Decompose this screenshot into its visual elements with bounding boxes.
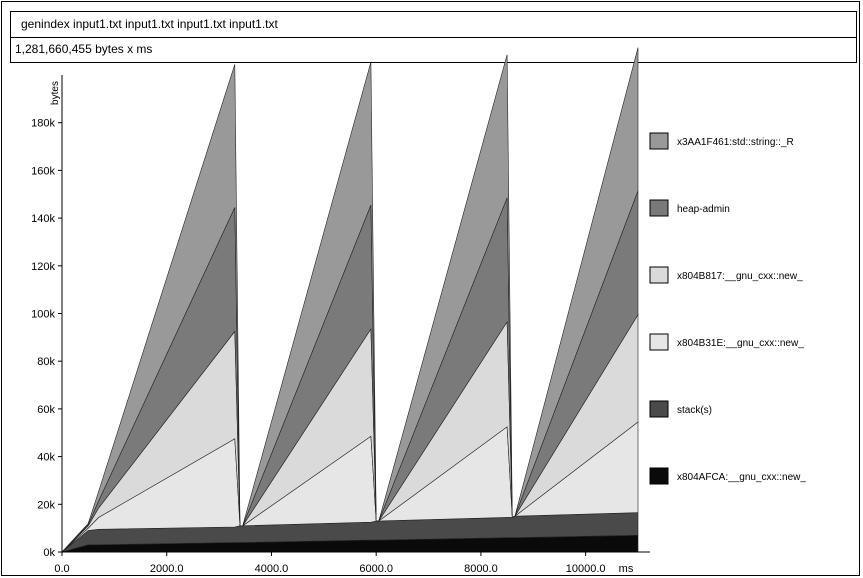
axes: 0k 20k 40k 60k 80k 100k 120k 140k 160k 180k 0.0 200… [31, 75, 650, 575]
legend-swatch [649, 199, 669, 217]
legend-label: x3AA1F461:std::string::_R [677, 137, 794, 148]
x-tick-label: 10000.0 [566, 563, 606, 575]
legend-label: x804B31E:__gnu_cxx::new_ [677, 338, 804, 349]
legend-swatch [649, 333, 669, 351]
x-tick-label: 0.0 [54, 563, 69, 575]
legend: x3AA1F461:std::string::_Rheap-adminx804B… [649, 132, 806, 485]
legend-swatch [649, 266, 669, 284]
y-tick-label: 120k [31, 261, 55, 273]
y-tick-label: 40k [37, 452, 55, 464]
total-bytes-ms: 1,281,660,455 bytes x ms [10, 38, 857, 63]
y-tick-label: 20k [37, 499, 55, 511]
legend-swatch [649, 132, 669, 150]
x-tick-label: 2000.0 [150, 563, 184, 575]
legend-label: x804AFCA:__gnu_cxx::new_ [677, 472, 806, 483]
y-tick-label: 180k [31, 118, 55, 130]
legend-swatch [649, 400, 669, 418]
y-tick-label: 100k [31, 309, 55, 321]
x-tick-label: 6000.0 [359, 563, 393, 575]
legend-swatch [649, 467, 669, 485]
legend-label: heap-admin [677, 204, 730, 215]
y-axis-label: bytes [50, 81, 61, 105]
command-line: genindex input1.txt input1.txt input1.tx… [10, 11, 857, 38]
legend-label: x804B817:__gnu_cxx::new_ [677, 271, 803, 282]
x-tick-label: 4000.0 [255, 563, 289, 575]
y-tick-label: 80k [37, 356, 55, 368]
legend-label: stack(s) [677, 405, 712, 416]
x-tick-label: 8000.0 [464, 563, 498, 575]
y-tick-label: 160k [31, 165, 55, 177]
series-area-6 [61, 47, 639, 553]
y-tick-label: 140k [31, 213, 55, 225]
x-axis-label: ms [619, 563, 634, 575]
y-tick-label: 0k [43, 547, 55, 559]
y-tick-label: 60k [37, 404, 55, 416]
stacked-areas [61, 47, 639, 553]
